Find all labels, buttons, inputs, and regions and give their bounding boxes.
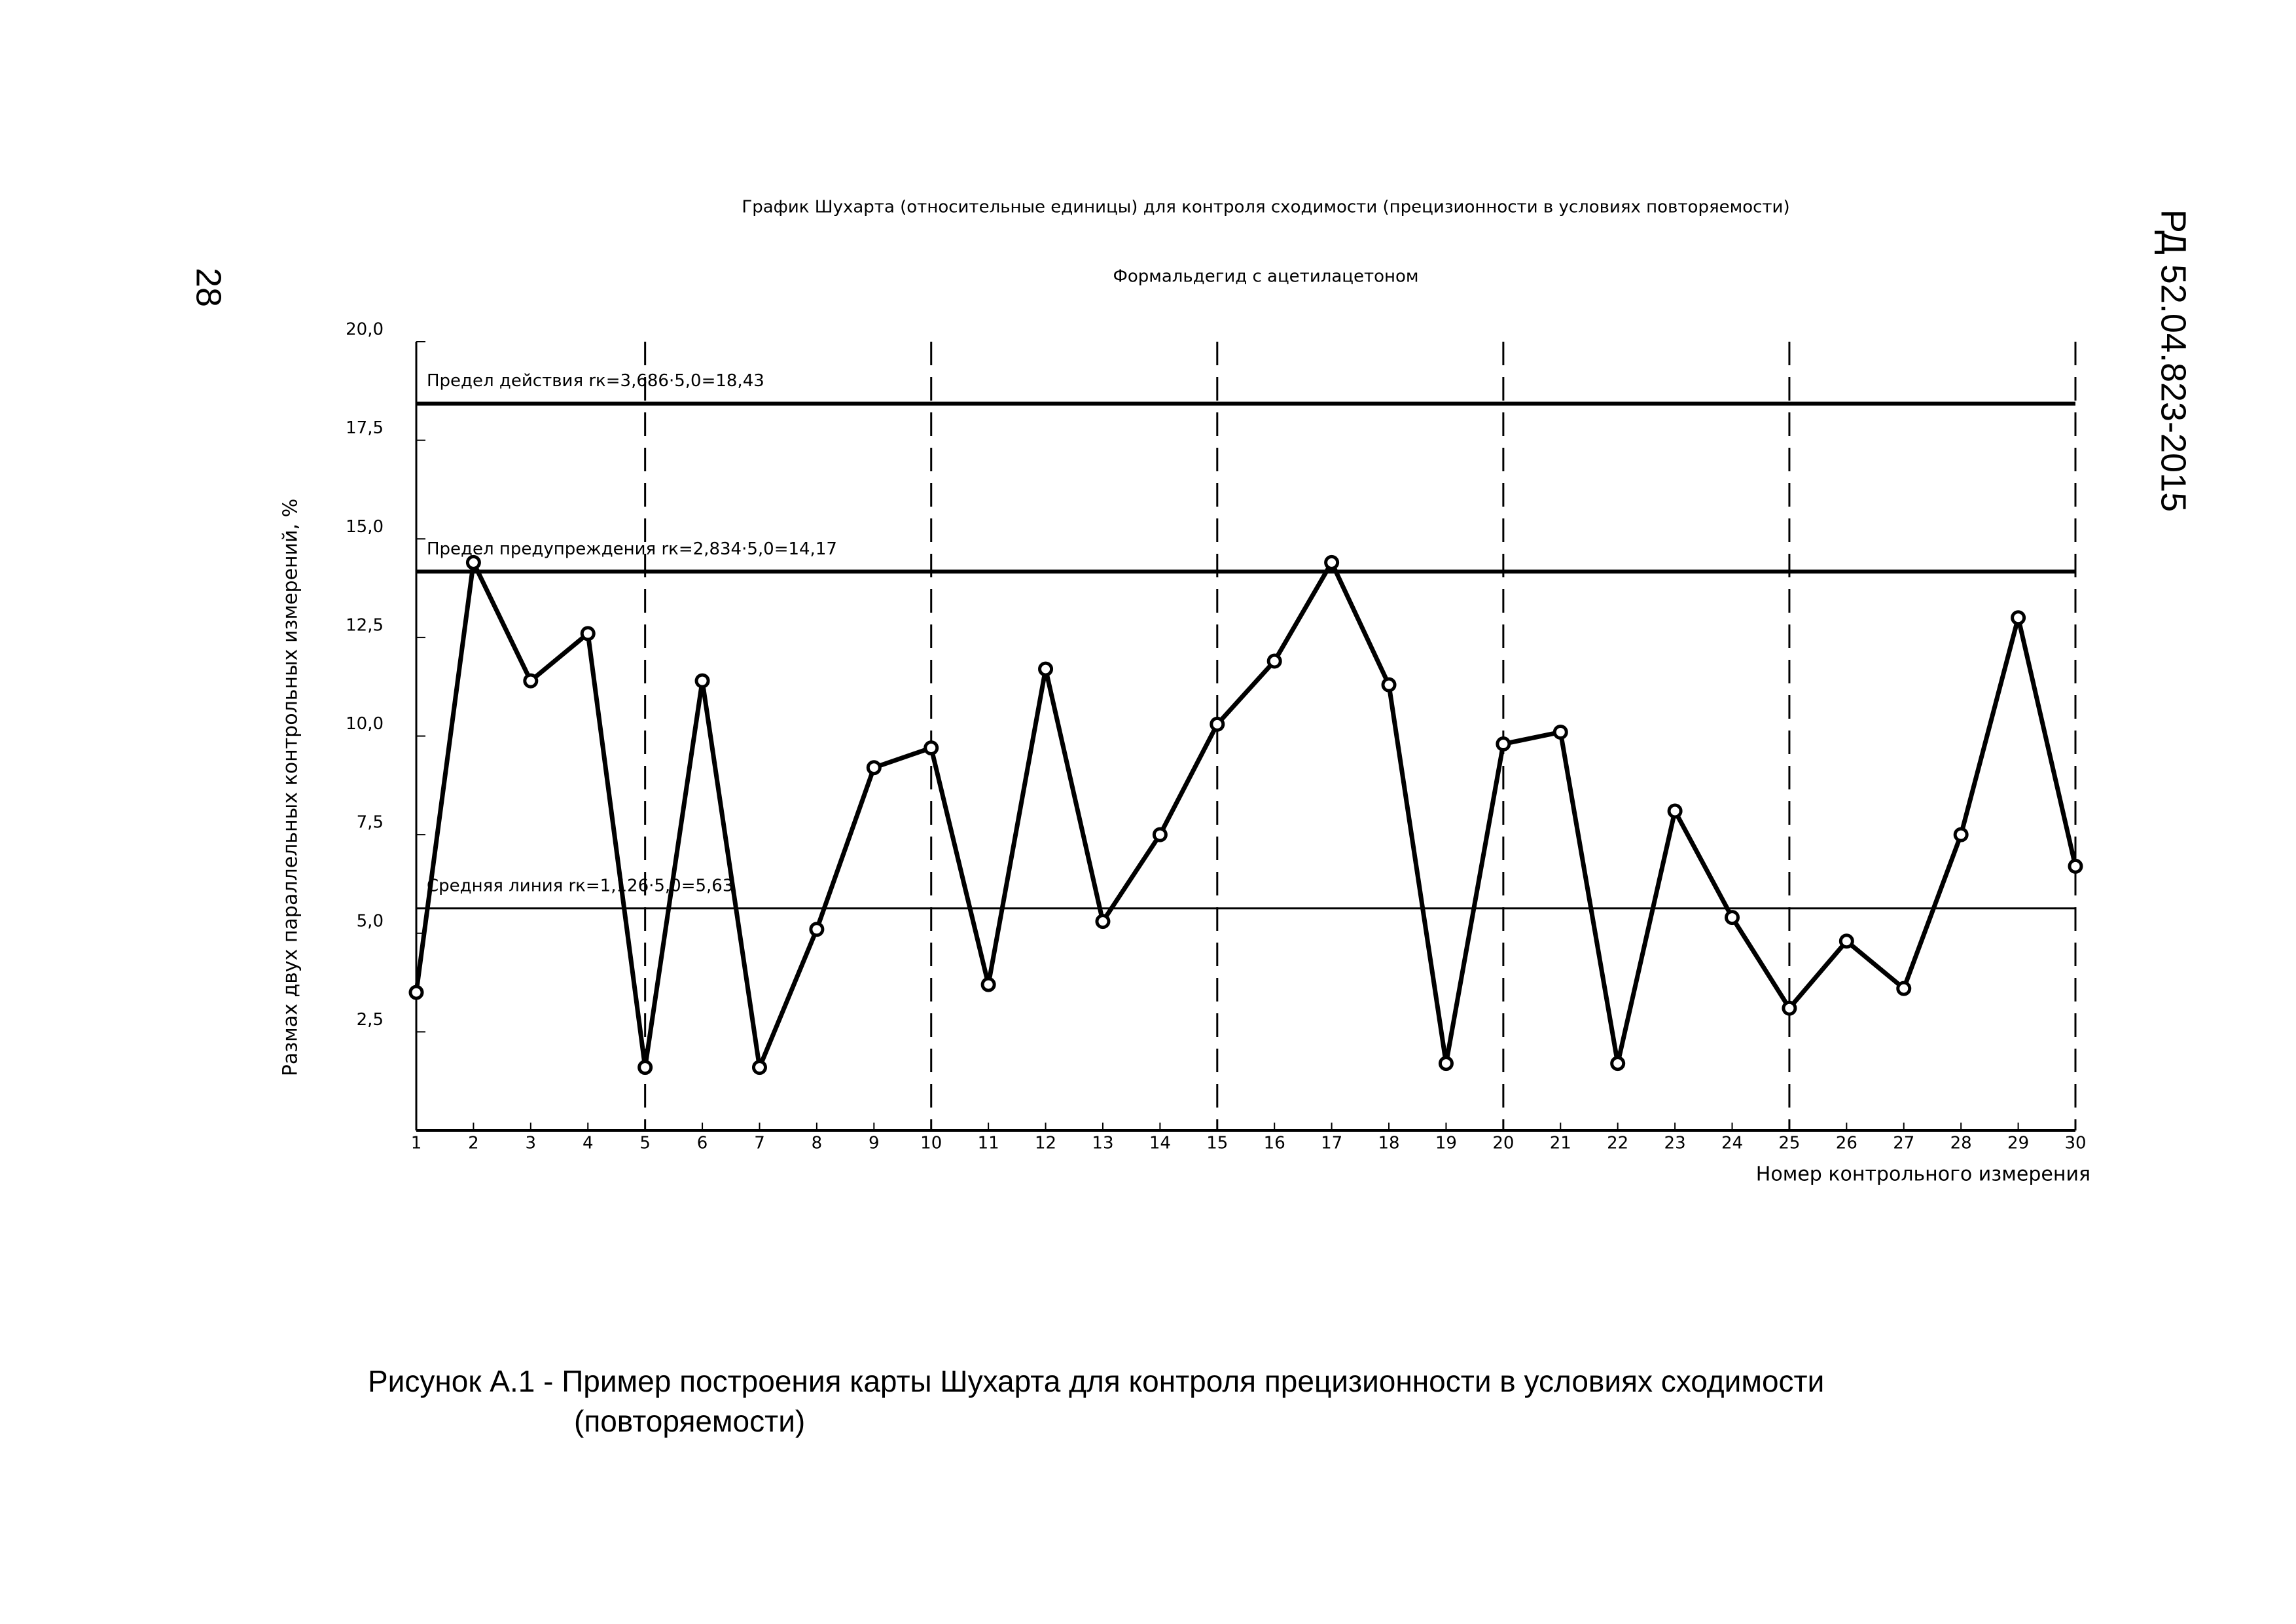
x-tick-label: 13: [1092, 1134, 1113, 1153]
x-tick-label: 1: [411, 1134, 422, 1153]
y-tick-label: 12,5: [346, 615, 384, 635]
x-tick-label: 24: [1721, 1134, 1743, 1153]
reference-line-label: Предел предупреждения rк=2,834·5,0=14,17: [427, 539, 837, 559]
x-tick-label: 10: [920, 1134, 942, 1153]
data-point: [1839, 933, 1854, 949]
y-axis-label: Размах двух параллельных контрольных изм…: [279, 499, 302, 1077]
x-tick-label: 15: [1206, 1134, 1228, 1153]
data-point: [1953, 827, 1969, 842]
data-point: [1210, 716, 1225, 732]
x-tick-label: 21: [1550, 1134, 1571, 1153]
x-tick-label: 12: [1035, 1134, 1056, 1153]
data-point: [465, 554, 481, 570]
x-tick-label: 4: [583, 1134, 594, 1153]
data-point: [980, 977, 996, 992]
y-tick-label: 20,0: [346, 320, 384, 340]
y-tick-label: 15,0: [346, 517, 384, 537]
data-point: [2068, 858, 2083, 874]
page-number: 28: [189, 268, 228, 307]
data-point: [1038, 661, 1054, 677]
x-tick-label: 25: [1778, 1134, 1800, 1153]
document-id: РД 52.04.823-2015: [2154, 209, 2193, 512]
caption: (повторяемости): [574, 1404, 805, 1438]
x-tick-label: 7: [754, 1134, 765, 1153]
data-point: [408, 984, 424, 1000]
x-tick-label: 9: [869, 1134, 880, 1153]
data-point: [1610, 1056, 1626, 1072]
data-point: [1896, 981, 1912, 996]
x-tick-label: 30: [2064, 1134, 2086, 1153]
x-tick-label: 20: [1492, 1134, 1514, 1153]
data-point: [637, 1060, 653, 1075]
x-tick-label: 18: [1378, 1134, 1399, 1153]
y-tick-label: 10,0: [346, 714, 384, 734]
data-point: [1496, 736, 1511, 752]
x-tick-label: 16: [1264, 1134, 1285, 1153]
x-tick-label: 27: [1893, 1134, 1914, 1153]
data-point: [694, 673, 710, 689]
x-tick-label: 19: [1435, 1134, 1457, 1153]
y-tick-label: 7,5: [357, 813, 384, 833]
x-tick-label: 26: [1836, 1134, 1857, 1153]
x-tick-label: 28: [1950, 1134, 1972, 1153]
data-point: [1324, 554, 1340, 570]
data-point: [809, 922, 825, 937]
chart-title: График Шухарта (относительные единицы) д…: [742, 198, 1789, 217]
data-point: [1667, 803, 1683, 819]
x-tick-label: 11: [978, 1134, 999, 1153]
x-tick-label: 22: [1607, 1134, 1628, 1153]
x-tick-label: 6: [697, 1134, 708, 1153]
data-point: [751, 1060, 767, 1075]
data-point: [1725, 910, 1740, 926]
data-point: [2011, 610, 2026, 626]
y-tick-label: 17,5: [346, 418, 384, 438]
data-point: [1266, 653, 1282, 669]
data-point: [1095, 914, 1111, 929]
y-tick-label: 2,5: [357, 1010, 384, 1030]
x-tick-label: 3: [526, 1134, 537, 1153]
data-point: [924, 740, 939, 756]
y-tick-label: 5,0: [357, 911, 384, 931]
x-tick-label: 5: [639, 1134, 651, 1153]
data-point: [523, 673, 539, 689]
data-point: [1552, 724, 1568, 740]
data-point: [1381, 677, 1397, 693]
data-point: [1152, 827, 1168, 842]
chart-subtitle: Формальдегид с ацетилацетоном: [1113, 267, 1418, 287]
x-axis-label: Номер контрольного измерения: [1756, 1163, 2090, 1186]
data-line: [414, 560, 2078, 1070]
x-tick-label: 17: [1321, 1134, 1342, 1153]
data-point: [866, 760, 882, 776]
reference-line-label: Предел действия rк=3,686·5,0=18,43: [427, 371, 764, 391]
x-tick-label: 2: [468, 1134, 479, 1153]
x-tick-label: 8: [812, 1134, 823, 1153]
data-point: [1782, 1000, 1797, 1016]
x-tick-label: 29: [2007, 1134, 2029, 1153]
x-tick-label: 23: [1664, 1134, 1686, 1153]
caption: Рисунок А.1 - Пример построения карты Шу…: [368, 1364, 1824, 1398]
x-tick-label: 14: [1149, 1134, 1171, 1153]
reference-line-label: Средняя линия rк=1,126·5,0=5,63: [427, 876, 733, 895]
data-point: [580, 626, 596, 641]
data-point: [1438, 1056, 1454, 1072]
